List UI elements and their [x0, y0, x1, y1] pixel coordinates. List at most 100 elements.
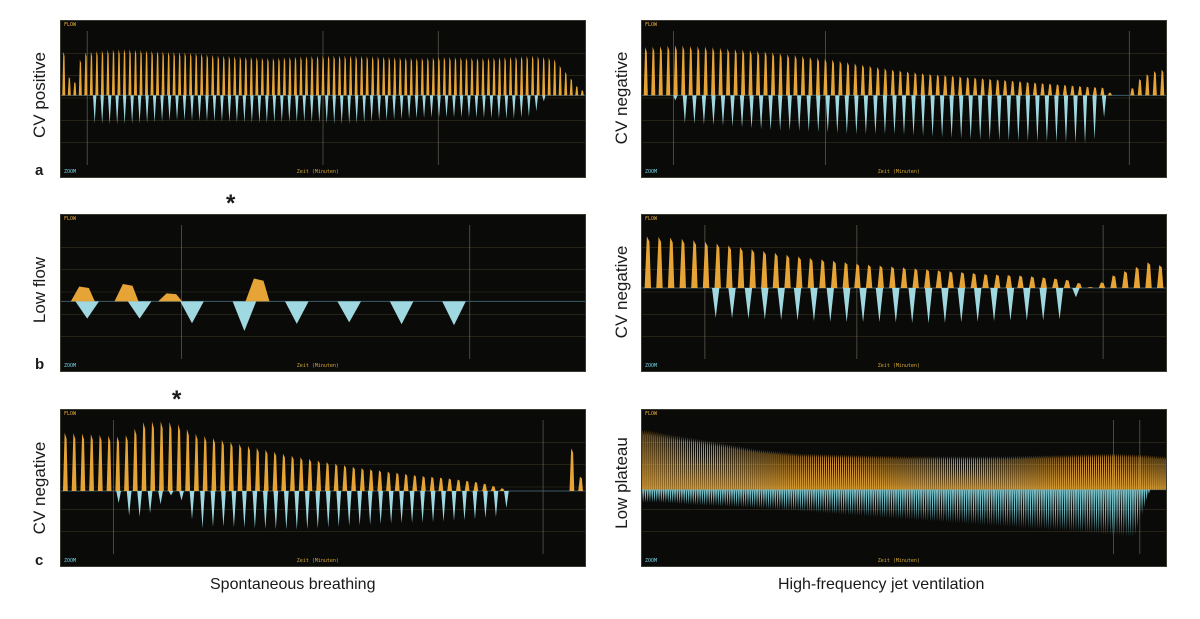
negative-spike: [942, 489, 945, 523]
positive-spike: [159, 421, 164, 492]
positive-spike: [900, 456, 902, 490]
positive-spike: [161, 51, 165, 96]
positive-spike: [1095, 453, 1098, 490]
negative-spike: [737, 489, 740, 508]
negative-spike: [1102, 489, 1105, 535]
positive-spike: [726, 245, 733, 288]
positive-spike: [293, 56, 297, 96]
negative-spike: [1097, 489, 1100, 535]
positive-spike: [841, 454, 844, 490]
positive-spike: [736, 445, 739, 490]
negative-spike: [442, 301, 466, 326]
negative-spike: [793, 287, 802, 321]
positive-spike: [1065, 454, 1068, 490]
positive-spike: [947, 271, 954, 288]
negative-spike: [489, 95, 494, 119]
positive-spike: [952, 456, 955, 490]
positive-spike: [1017, 81, 1023, 96]
negative-spike: [1070, 489, 1073, 532]
negative-spike: [1138, 489, 1141, 522]
negative-spike: [760, 489, 763, 509]
positive-spike: [377, 470, 383, 492]
negative-spike: [147, 491, 153, 514]
negative-spike: [137, 95, 142, 124]
negative-spike: [430, 491, 436, 523]
positive-spike: [1053, 455, 1056, 490]
trace-plot-c-left: [61, 420, 585, 554]
positive-spike: [970, 456, 973, 490]
positive-spike: [958, 76, 963, 96]
negative-spike: [512, 95, 516, 119]
positive-spike: [222, 55, 226, 96]
negative-spike: [1134, 489, 1137, 536]
positive-spike: [531, 55, 535, 96]
positive-spike: [765, 450, 767, 490]
positive-spike: [807, 257, 815, 288]
negative-spike: [901, 95, 907, 136]
negative-spike: [658, 489, 661, 503]
positive-spike: [847, 454, 850, 490]
negative-spike: [467, 95, 471, 118]
positive-spike: [536, 56, 540, 96]
positive-spike: [877, 265, 884, 288]
time-axis-label: Zeit (Minuten): [296, 169, 339, 175]
positive-spike: [916, 456, 919, 490]
positive-spike: [960, 456, 963, 490]
negative-spike: [1020, 489, 1023, 528]
zoom-tag: ZOOM: [645, 363, 658, 369]
zoom-tag: ZOOM: [645, 169, 658, 175]
positive-spike: [1087, 454, 1090, 490]
positive-spike: [898, 70, 903, 96]
negative-spike: [740, 489, 743, 508]
positive-spike: [1097, 453, 1100, 490]
positive-spike: [853, 454, 856, 490]
negative-spike: [1035, 95, 1040, 142]
positive-spike: [1092, 87, 1097, 96]
negative-spike: [160, 95, 164, 122]
ylabel-b-left: Low flow: [30, 256, 49, 324]
positive-spike: [321, 55, 325, 96]
positive-spike: [499, 488, 505, 492]
negative-spike: [838, 489, 841, 515]
positive-spike: [972, 456, 975, 490]
negative-spike: [854, 95, 859, 135]
positive-spike: [172, 51, 176, 96]
negative-spike: [389, 301, 414, 325]
positive-spike: [553, 59, 557, 96]
positive-spike: [1158, 456, 1160, 490]
positive-spike: [813, 453, 816, 490]
negative-spike: [787, 489, 790, 511]
negative-spike: [200, 491, 205, 529]
negative-spike: [835, 95, 840, 134]
positive-spike: [271, 57, 275, 96]
positive-spike: [811, 453, 814, 490]
positive-spike: [122, 49, 126, 96]
negative-spike: [648, 489, 651, 503]
positive-spike: [1101, 453, 1104, 490]
positive-spike: [1131, 454, 1134, 490]
positive-spike: [935, 270, 943, 288]
positive-spike: [752, 448, 755, 490]
positive-spike: [718, 47, 723, 96]
negative-spike: [1024, 489, 1027, 529]
positive-spike: [684, 436, 687, 490]
positive-spike: [429, 476, 435, 492]
negative-spike: [808, 489, 811, 513]
negative-spike: [680, 489, 683, 505]
chart-panel-b-right: FLOW ZOOM Zeit (Minuten): [641, 214, 1167, 372]
positive-spike: [772, 252, 780, 288]
negative-spike: [1033, 489, 1037, 529]
positive-spike: [1071, 454, 1074, 490]
negative-spike: [1047, 489, 1050, 530]
positive-spike: [1147, 455, 1150, 490]
ylabel-a-left: CV positive: [30, 52, 49, 138]
negative-spike: [992, 489, 996, 526]
positive-spike: [1025, 81, 1030, 96]
negative-spike: [272, 95, 277, 123]
positive-spike: [691, 240, 698, 288]
negative-spike: [310, 95, 314, 123]
negative-spike: [116, 491, 121, 503]
positive-spike: [216, 55, 220, 96]
negative-spike: [75, 301, 99, 319]
positive-spike: [956, 456, 959, 490]
